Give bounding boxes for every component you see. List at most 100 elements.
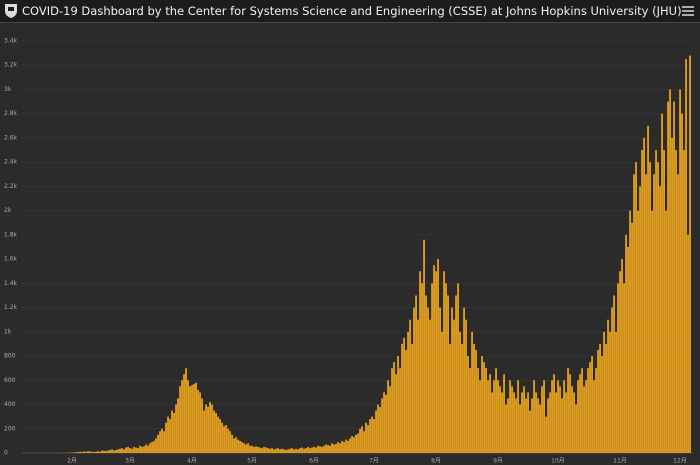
bar bbox=[473, 343, 475, 453]
bar bbox=[569, 374, 571, 453]
bar bbox=[149, 443, 151, 453]
bar bbox=[415, 295, 417, 453]
bar bbox=[477, 368, 479, 453]
bar bbox=[353, 437, 355, 453]
bar bbox=[137, 448, 139, 453]
bar bbox=[599, 343, 601, 453]
y-tick-label: 3k bbox=[4, 86, 12, 93]
bar bbox=[301, 447, 303, 453]
bar bbox=[191, 385, 193, 453]
bar bbox=[305, 448, 307, 453]
bar bbox=[503, 374, 505, 453]
bar bbox=[485, 368, 487, 453]
bar bbox=[409, 319, 411, 453]
bar bbox=[619, 271, 621, 453]
bar bbox=[141, 446, 143, 453]
bar bbox=[463, 307, 465, 453]
bar bbox=[483, 362, 485, 453]
bar bbox=[155, 438, 157, 453]
bar bbox=[309, 448, 311, 453]
bar bbox=[93, 452, 95, 453]
bar bbox=[289, 448, 291, 453]
chart: 0 200 400 600 800 1k 1.2k 1.4k 1.6k 1.8k 2k 2.2k 2.4… bbox=[4, 38, 694, 465]
bar bbox=[99, 451, 101, 453]
bar bbox=[201, 398, 203, 453]
bar bbox=[583, 386, 585, 453]
bar bbox=[215, 413, 217, 453]
bar bbox=[73, 452, 75, 453]
bar bbox=[533, 380, 535, 453]
bar bbox=[535, 392, 537, 453]
bar bbox=[203, 410, 205, 453]
bar bbox=[429, 319, 431, 453]
bar bbox=[575, 404, 577, 453]
bar bbox=[103, 450, 105, 453]
x-tick-label: 7月 bbox=[369, 458, 379, 465]
bar bbox=[241, 442, 243, 453]
bar bbox=[615, 331, 617, 453]
bar bbox=[671, 137, 673, 454]
bar bbox=[481, 356, 483, 453]
bar bbox=[537, 398, 539, 453]
bar bbox=[327, 445, 329, 453]
bar bbox=[139, 445, 141, 453]
y-tick-label: 3.2k bbox=[4, 62, 18, 69]
bar bbox=[129, 448, 131, 453]
bar bbox=[113, 450, 115, 453]
y-tick-label: 200 bbox=[4, 425, 16, 432]
bar bbox=[645, 174, 647, 453]
bar bbox=[673, 101, 675, 454]
bar bbox=[333, 444, 335, 453]
bar bbox=[255, 446, 257, 453]
bar bbox=[373, 419, 375, 453]
bar bbox=[89, 451, 91, 453]
bar bbox=[101, 450, 103, 453]
bar bbox=[81, 452, 83, 453]
bar bbox=[363, 431, 365, 453]
bar bbox=[185, 368, 187, 453]
bar bbox=[359, 428, 361, 453]
bar bbox=[151, 442, 153, 453]
bar bbox=[565, 392, 567, 453]
bar bbox=[311, 447, 313, 453]
bar bbox=[663, 150, 665, 453]
bar bbox=[539, 404, 541, 453]
bar bbox=[655, 150, 657, 453]
bar bbox=[453, 319, 455, 453]
bar bbox=[181, 380, 183, 453]
bar bbox=[403, 337, 405, 453]
bar bbox=[601, 356, 603, 453]
y-tick-label: 2k bbox=[4, 207, 12, 214]
bar bbox=[75, 452, 77, 453]
bar bbox=[511, 386, 513, 453]
bar bbox=[425, 295, 427, 453]
bar bbox=[209, 402, 211, 453]
bar bbox=[339, 443, 341, 453]
bar bbox=[389, 386, 391, 453]
title: COVID-19 Dashboard by the Center for Sys… bbox=[22, 4, 682, 18]
bar bbox=[231, 434, 233, 453]
x-tick-label: 11月 bbox=[613, 458, 627, 465]
bar bbox=[159, 431, 161, 453]
bar bbox=[387, 380, 389, 453]
bar bbox=[397, 356, 399, 453]
bar bbox=[337, 442, 339, 453]
x-tick-label: 12月 bbox=[673, 458, 687, 465]
bar bbox=[689, 55, 691, 454]
bar bbox=[457, 283, 459, 453]
bar bbox=[117, 449, 119, 453]
bar bbox=[439, 307, 441, 453]
bar bbox=[375, 410, 377, 453]
menu-button[interactable] bbox=[682, 6, 694, 16]
y-tick-label: 2.8k bbox=[4, 110, 18, 117]
y-tick-label: 1.8k bbox=[4, 231, 18, 238]
bar bbox=[243, 443, 245, 453]
x-tick-label: 2月 bbox=[67, 458, 77, 465]
bar bbox=[207, 406, 209, 453]
bar bbox=[633, 174, 635, 453]
bar bbox=[661, 113, 663, 454]
bar bbox=[335, 443, 337, 453]
bar bbox=[499, 386, 501, 453]
bar bbox=[161, 428, 163, 453]
bar bbox=[377, 404, 379, 453]
